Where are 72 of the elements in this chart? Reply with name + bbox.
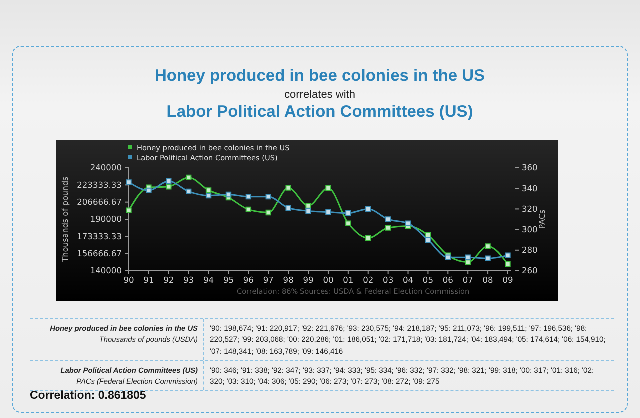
y-tick-label: 190000 <box>90 214 122 224</box>
point <box>485 244 491 250</box>
x-tick-label: 06 <box>442 274 454 285</box>
y-tick-label: 240000 <box>90 162 122 173</box>
x-tick-label: 00 <box>323 274 334 285</box>
x-tick-label: 09 <box>502 274 514 285</box>
x-tick-label: 08 <box>482 274 494 285</box>
x-tick-label: 01 <box>343 274 354 285</box>
point <box>465 254 471 260</box>
x-tick-label: 02 <box>363 274 374 285</box>
point <box>366 206 372 212</box>
point <box>146 188 152 194</box>
x-tick-label: 04 <box>402 274 414 285</box>
point <box>286 205 292 212</box>
x-tick-label: 90 <box>124 274 134 285</box>
point <box>166 184 172 190</box>
point <box>186 188 192 195</box>
x-tick-label: 93 <box>184 274 194 285</box>
point <box>505 262 511 268</box>
x-tick-label: 07 <box>462 274 474 285</box>
x-tick-label: 99 <box>303 274 314 285</box>
point <box>266 194 272 200</box>
y2-tick-label: 300 <box>522 224 538 234</box>
point <box>246 206 252 213</box>
y-axis-title: Thousands of pounds <box>61 176 70 264</box>
y2-tick-label: 360 <box>522 162 538 173</box>
point <box>485 256 491 262</box>
point <box>326 185 332 192</box>
point <box>206 188 212 194</box>
y-tick-label: 156666.67 <box>77 248 122 258</box>
point <box>306 203 312 209</box>
y-tick-label: 206666.67 <box>77 196 122 207</box>
point <box>385 216 392 222</box>
x-tick-label: 91 <box>144 274 154 285</box>
x-tick-label: 98 <box>283 274 294 285</box>
point <box>346 210 352 216</box>
x-tick-label: 95 <box>223 274 234 285</box>
point <box>166 178 172 184</box>
point <box>505 252 511 258</box>
y-tick-label: 223333.33 <box>77 180 122 190</box>
point <box>226 192 232 198</box>
y2-tick-label: 320 <box>522 204 538 214</box>
x-tick-label: 94 <box>204 274 214 285</box>
point <box>286 185 292 191</box>
text: Correlation: 0.861805 <box>30 390 146 402</box>
point <box>126 180 132 186</box>
point <box>326 209 332 216</box>
y2-tick-label: 280 <box>522 245 538 256</box>
y2-tick-label: 260 <box>522 266 538 276</box>
point <box>206 192 212 199</box>
point <box>126 208 132 214</box>
point <box>405 220 412 226</box>
y2-tick-label: 340 <box>522 183 538 194</box>
y-tick-label: 173333.33 <box>77 231 122 242</box>
point <box>346 220 352 226</box>
text: Labor Political Action Committees (US) <box>166 103 474 122</box>
point <box>246 194 252 200</box>
point <box>366 235 372 242</box>
point <box>266 210 272 216</box>
y-tick-label: 140000 <box>90 266 122 276</box>
point <box>306 208 312 214</box>
x-tick-label: 92 <box>164 274 174 285</box>
point <box>186 174 192 181</box>
x-tick-label: 05 <box>422 274 434 285</box>
chart-title: Honey produced in bee colonies in the US <box>154 67 486 86</box>
chart-subtitle: correlates with <box>284 89 356 101</box>
x-tick-label: 97 <box>263 274 274 285</box>
y2-axis-title: PACs <box>538 210 547 230</box>
point <box>425 237 432 243</box>
x-tick-label: 03 <box>383 274 394 285</box>
point <box>385 225 392 231</box>
x-tick-label: 96 <box>243 274 254 285</box>
